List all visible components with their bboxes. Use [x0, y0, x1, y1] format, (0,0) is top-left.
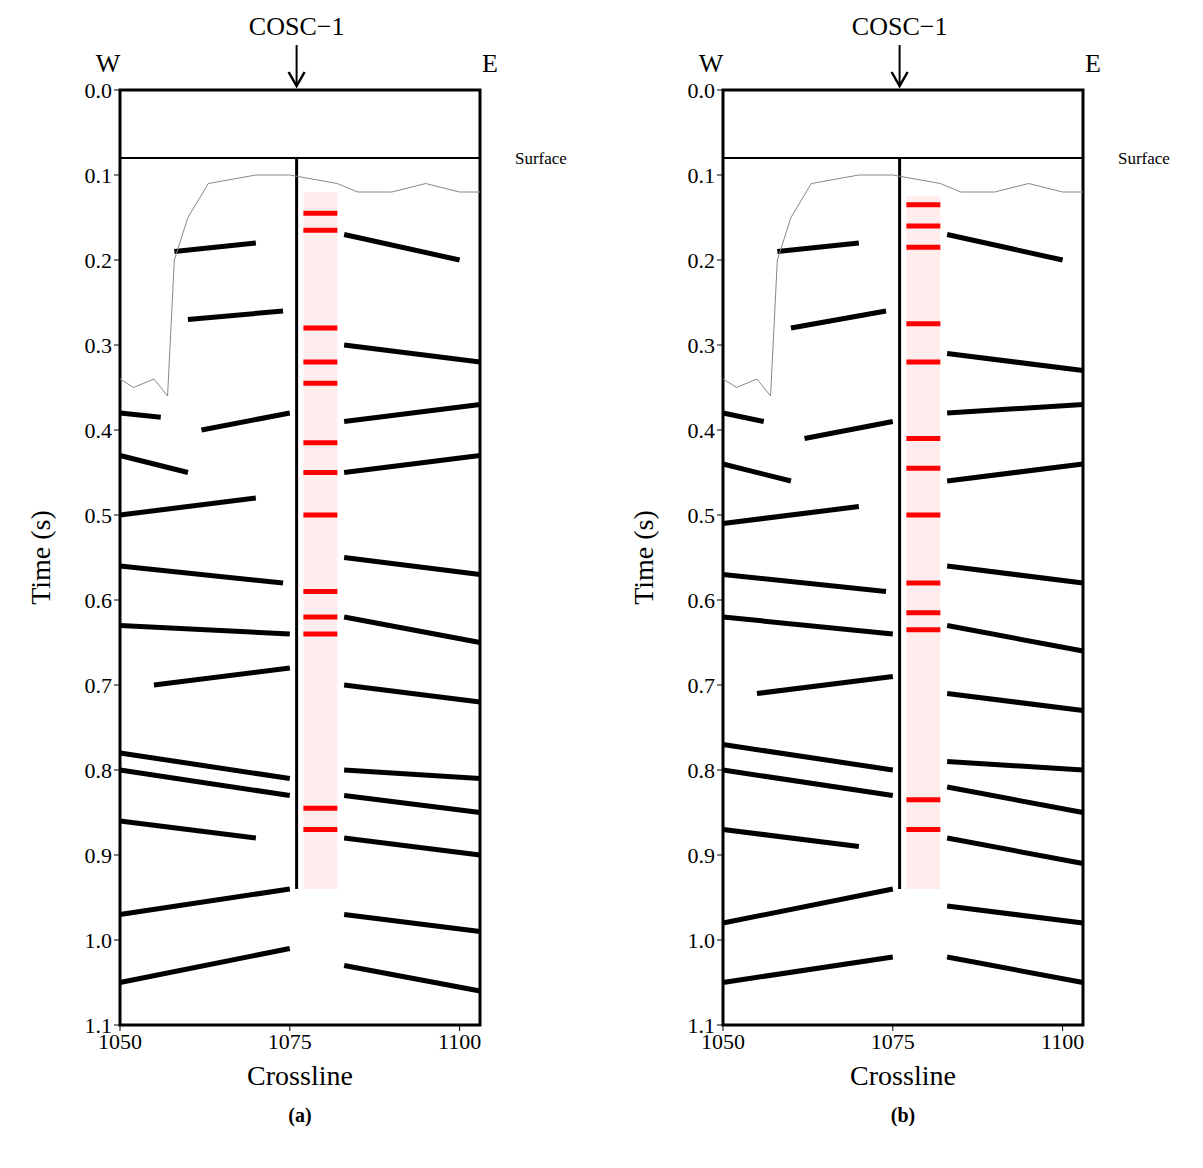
svg-text:0.8: 0.8	[688, 758, 716, 783]
svg-text:0.4: 0.4	[688, 418, 716, 443]
svg-text:1050: 1050	[98, 1028, 142, 1054]
svg-text:Time (s): Time (s)	[628, 510, 659, 605]
svg-text:0.4: 0.4	[85, 418, 113, 443]
svg-text:Surface: Surface	[515, 149, 567, 168]
svg-text:0.5: 0.5	[85, 503, 113, 528]
svg-text:0.1: 0.1	[688, 163, 716, 188]
svg-text:Crossline: Crossline	[247, 1060, 353, 1090]
svg-text:1.0: 1.0	[85, 928, 113, 953]
html-text:(b): (b)	[890, 1104, 916, 1126]
svg-text:COSC−1: COSC−1	[249, 12, 345, 41]
svg-text:1.0: 1.0	[688, 928, 716, 953]
svg-text:0.1: 0.1	[85, 163, 113, 188]
svg-text:1100: 1100	[438, 1029, 481, 1054]
svg-text:0.2: 0.2	[688, 248, 716, 273]
svg-text:0.3: 0.3	[688, 333, 716, 358]
svg-text:1100: 1100	[1041, 1029, 1084, 1054]
svg-text:0.7: 0.7	[85, 673, 113, 698]
svg-text:Surface: Surface	[1118, 149, 1170, 168]
svg-text:1.1: 1.1	[85, 1013, 113, 1038]
svg-text:0.9: 0.9	[85, 843, 113, 868]
svg-text:1050: 1050	[701, 1028, 745, 1054]
svg-text:0.0: 0.0	[85, 78, 113, 103]
svg-text:0.6: 0.6	[688, 588, 716, 613]
svg-text:E: E	[1085, 49, 1101, 78]
svg-text:0.7: 0.7	[688, 673, 716, 698]
svg-text:0.6: 0.6	[85, 588, 113, 613]
svg-text:1075: 1075	[268, 1029, 312, 1054]
svg-text:1.1: 1.1	[688, 1013, 716, 1038]
svg-text:Time (s): Time (s)	[25, 510, 56, 605]
svg-text:0.5: 0.5	[688, 503, 716, 528]
svg-text:COSC−1: COSC−1	[852, 12, 948, 41]
svg-text:0.9: 0.9	[688, 843, 716, 868]
svg-text:W: W	[699, 49, 724, 78]
svg-text:0.3: 0.3	[85, 333, 113, 358]
html-text:(a): (a)	[288, 1104, 312, 1126]
svg-text:Crossline: Crossline	[850, 1060, 956, 1090]
svg-text:0.0: 0.0	[688, 78, 716, 103]
svg-text:0.2: 0.2	[85, 248, 113, 273]
svg-text:E: E	[482, 49, 498, 78]
svg-text:W: W	[96, 49, 121, 78]
svg-text:0.8: 0.8	[85, 758, 113, 783]
svg-text:1075: 1075	[871, 1029, 915, 1054]
